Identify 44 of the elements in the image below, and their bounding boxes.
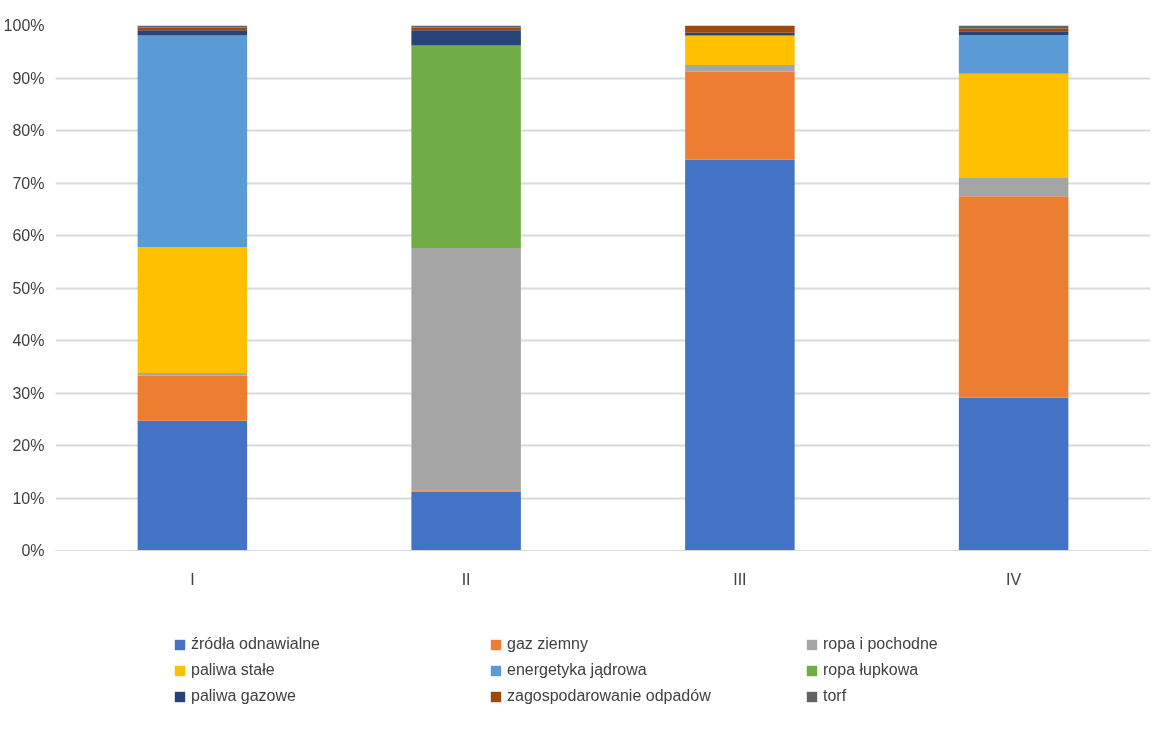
legend-label: torf bbox=[823, 687, 848, 705]
y-tick-label: 90% bbox=[12, 69, 45, 87]
bar bbox=[685, 64, 795, 72]
x-tick-label: I bbox=[190, 570, 195, 588]
bar bbox=[685, 35, 795, 65]
bar bbox=[137, 247, 248, 374]
bar bbox=[411, 45, 521, 249]
legend-label: energetyka jądrowa bbox=[507, 661, 648, 679]
bar bbox=[137, 373, 248, 376]
bar bbox=[685, 25, 795, 33]
x-tick-label: III bbox=[733, 570, 747, 588]
bar bbox=[685, 159, 795, 551]
y-tick-label: 70% bbox=[12, 174, 45, 192]
bar bbox=[411, 248, 521, 491]
legend-label: źródła odnawialne bbox=[191, 635, 321, 653]
legend-label: paliwa gazowe bbox=[191, 687, 297, 705]
bar bbox=[958, 397, 1069, 551]
bar bbox=[411, 30, 521, 46]
legend-label: gaz ziemny bbox=[507, 635, 589, 653]
y-tick-label: 40% bbox=[12, 332, 45, 349]
y-tick-label: 30% bbox=[12, 384, 45, 402]
y-tick-label: 10% bbox=[12, 489, 45, 507]
legend-label: ropa i pochodne bbox=[823, 635, 939, 653]
x-tick-label: IV bbox=[1006, 570, 1022, 588]
y-tick-label: 100% bbox=[3, 17, 45, 34]
bar bbox=[411, 491, 521, 551]
bar bbox=[958, 196, 1069, 398]
y-tick-label: 60% bbox=[12, 227, 45, 244]
y-tick-label: 0% bbox=[21, 542, 45, 559]
y-tick-label: 80% bbox=[12, 122, 45, 139]
bar bbox=[137, 375, 248, 421]
legend-label: ropa łupkowa bbox=[823, 661, 920, 679]
bar bbox=[685, 71, 795, 160]
bar bbox=[958, 34, 1069, 74]
y-tick-label: 50% bbox=[12, 279, 45, 297]
x-tick-label: II bbox=[461, 570, 471, 588]
bar bbox=[137, 35, 248, 248]
legend-label: paliwa stałe bbox=[191, 661, 276, 679]
bar bbox=[958, 73, 1069, 178]
legend-label: zagospodarowanie odpadów bbox=[507, 687, 712, 705]
y-tick-label: 20% bbox=[12, 437, 45, 454]
bar bbox=[137, 420, 248, 551]
bar bbox=[137, 30, 248, 36]
bar bbox=[958, 177, 1069, 197]
